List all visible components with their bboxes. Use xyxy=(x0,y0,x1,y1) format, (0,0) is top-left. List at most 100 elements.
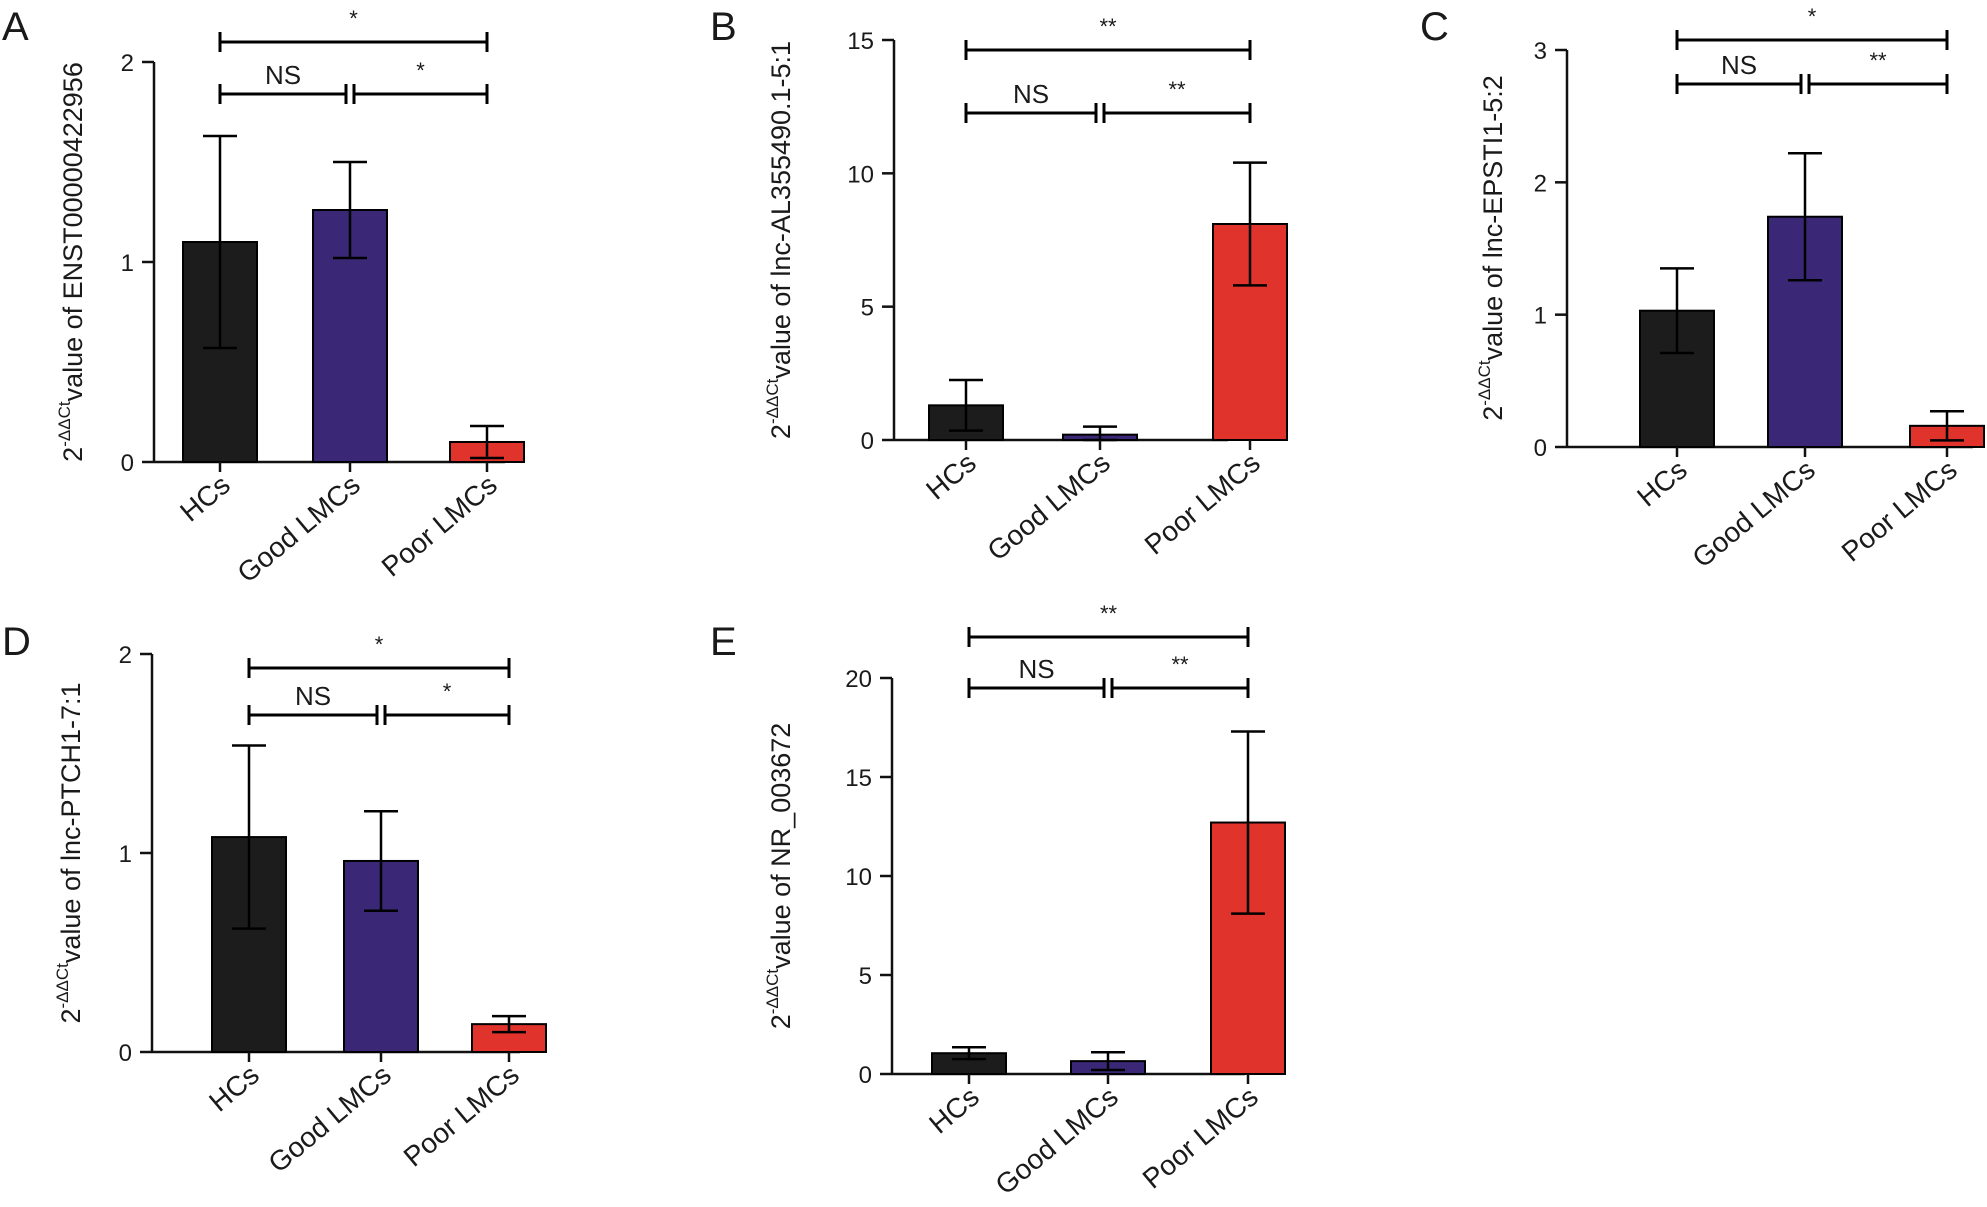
panel-c-error-bar-poor-lmcs xyxy=(1930,410,1964,442)
panel-c-y-axis-label: 2-ΔΔCtvalue of lnc-EPSTI1-5:2 xyxy=(1475,75,1508,421)
panel-a-significance-label: * xyxy=(349,6,358,31)
panel-b-y-tick-label: 0 xyxy=(861,428,874,455)
panel-b-significance-bracket: NS xyxy=(964,79,1098,123)
panel-b-y-axis-label-superscript: -ΔΔCt xyxy=(763,378,782,424)
panel-b-significance-label: ** xyxy=(1168,77,1186,102)
panel-b-letter: B xyxy=(710,5,737,49)
panel-c-significance-label: ** xyxy=(1869,48,1887,73)
panel-a-significance-label: NS xyxy=(265,60,301,90)
panel-a-category-label-good-lmcs: Good LMCs xyxy=(231,469,365,589)
panel-b-category-label-hcs: HCs xyxy=(920,447,982,506)
panel-e-y-tick-label: 5 xyxy=(859,963,872,990)
panel-c-category-label-good-lmcs: Good LMCs xyxy=(1686,454,1820,574)
panel-a-significance-bracket: NS xyxy=(218,60,348,104)
panel-a-error-bar-good-lmcs xyxy=(333,160,367,260)
panel-a-y-tick-label: 1 xyxy=(121,250,134,277)
panel-e-significance-bracket: NS xyxy=(967,654,1106,698)
panel-c-letter: C xyxy=(1420,5,1449,49)
panel-c-y-axis-label-base: 2 xyxy=(1478,406,1508,421)
panel-e-category-label-hcs: HCs xyxy=(923,1081,985,1140)
panel-d-significance-label: NS xyxy=(295,681,331,711)
panel-a-error-bar-hcs xyxy=(203,134,237,350)
panel-a-y-tick-label: 0 xyxy=(121,450,134,477)
panel-c-category-label-poor-lmcs: Poor LMCs xyxy=(1836,454,1963,568)
panel-e-error-bar-poor-lmcs xyxy=(1231,730,1265,915)
panel-e-category-label-poor-lmcs: Poor LMCs xyxy=(1137,1081,1264,1195)
panel-e-y-axis-label: 2-ΔΔCtvalue of NR_003672 xyxy=(763,723,796,1030)
panel-a-y-tick-label: 2 xyxy=(121,50,134,77)
panel-e-significance-label: NS xyxy=(1018,654,1054,684)
panel-d-error-bar-poor-lmcs xyxy=(492,1014,526,1034)
panel-a-y-axis-label-text: value of ENST00000422956 xyxy=(58,62,88,401)
panel-e-error-bar-good-lmcs xyxy=(1091,1050,1125,1072)
panel-d-category-label-hcs: HCs xyxy=(203,1059,265,1118)
panel-b-error-bar-poor-lmcs xyxy=(1233,161,1267,287)
panel-d-y-tick-label: 0 xyxy=(119,1040,132,1067)
panel-d-significance-label: * xyxy=(443,679,452,704)
panel-b-significance-label: NS xyxy=(1013,79,1049,109)
panel-d-significance-bracket: * xyxy=(247,632,511,678)
panel-a-y-axis-label-base: 2 xyxy=(58,447,88,462)
panel-d-error-bar-good-lmcs xyxy=(364,809,398,912)
panel-e-significance-label: ** xyxy=(1100,601,1118,626)
panel-b-category-label-poor-lmcs: Poor LMCs xyxy=(1139,447,1266,561)
panel-c-significance-bracket: * xyxy=(1675,4,1949,50)
panel-a-category-label-poor-lmcs: Poor LMCs xyxy=(376,469,503,583)
panel-b-y-axis-label-base: 2 xyxy=(766,424,796,439)
panel-c-y-tick-label: 1 xyxy=(1534,303,1547,330)
panel-e-category-label-good-lmcs: Good LMCs xyxy=(989,1081,1123,1201)
panel-c-y-tick-label: 3 xyxy=(1534,38,1547,65)
panel-b-significance-label: ** xyxy=(1099,14,1117,39)
panel-b-category-label-good-lmcs: Good LMCs xyxy=(981,447,1115,567)
panel-c-significance-label: NS xyxy=(1721,50,1757,80)
panel-b-y-tick-label: 5 xyxy=(861,295,874,322)
panel-e-y-axis-label-superscript: -ΔΔCt xyxy=(763,969,782,1015)
panel-b-y-axis-label-text: value of lnc-AL355490.1-5:1 xyxy=(766,41,796,379)
panel-b-y-tick-label: 15 xyxy=(847,28,874,55)
panel-c-y-tick-label: 2 xyxy=(1534,170,1547,197)
panel-d-y-tick-label: 2 xyxy=(119,642,132,669)
panel-d-error-bar-hcs xyxy=(232,744,266,930)
panel-a-significance-label: * xyxy=(416,58,425,83)
panel-b-error-bar-hcs xyxy=(949,378,983,432)
panel-a-y-axis-label-superscript: -ΔΔCt xyxy=(55,401,74,447)
panel-e-significance-label: ** xyxy=(1171,652,1189,677)
panel-e-significance-bracket: ** xyxy=(1110,652,1250,698)
panel-a-category-label-hcs: HCs xyxy=(174,469,236,528)
panel-d-category-label-poor-lmcs: Poor LMCs xyxy=(398,1059,525,1173)
panel-e-y-axis-label-text: value of NR_003672 xyxy=(766,723,796,969)
panel-c-significance-bracket: ** xyxy=(1807,48,1949,94)
panel-c-error-bar-good-lmcs xyxy=(1788,151,1822,282)
panel-d-significance-label: * xyxy=(375,632,384,657)
panel-a-significance-bracket: * xyxy=(218,6,489,52)
panel-e-y-tick-label: 20 xyxy=(845,666,872,693)
panel-e-y-tick-label: 10 xyxy=(845,864,872,891)
panel-c-y-axis-label-superscript: -ΔΔCt xyxy=(1475,360,1494,406)
panel-e-significance-bracket: ** xyxy=(967,601,1250,647)
panel-d-y-axis-label-text: value of lnc-PTCH1-7:1 xyxy=(56,682,86,963)
panel-b-y-axis-label: 2-ΔΔCtvalue of lnc-AL355490.1-5:1 xyxy=(763,41,796,439)
panel-d-significance-bracket: NS xyxy=(247,681,379,725)
panel-e-y-tick-label: 15 xyxy=(845,765,872,792)
panel-b-y-tick-label: 10 xyxy=(847,161,874,188)
panel-e-error-bar-hcs xyxy=(952,1046,986,1061)
panel-d-letter: D xyxy=(2,620,31,664)
panel-d-y-tick-label: 1 xyxy=(119,841,132,868)
panel-a-letter: A xyxy=(2,5,29,49)
panel-d-y-axis-label-base: 2 xyxy=(56,1008,86,1023)
panel-c-y-axis-label-text: value of lnc-EPSTI1-5:2 xyxy=(1478,75,1508,360)
panel-e: E 0 5 10 15 20 2-ΔΔCtvalue of NR_003672 HCs Good… xyxy=(710,601,1286,1201)
panel-c-error-bar-hcs xyxy=(1660,267,1694,355)
panel-b-significance-bracket: ** xyxy=(964,14,1252,60)
panel-b-significance-bracket: ** xyxy=(1102,77,1252,123)
panel-d-y-axis-label: 2-ΔΔCtvalue of lnc-PTCH1-7:1 xyxy=(53,682,86,1023)
panel-a-significance-bracket: * xyxy=(352,58,489,104)
panel-d-category-label-good-lmcs: Good LMCs xyxy=(262,1059,396,1179)
panel-e-letter: E xyxy=(710,620,737,664)
panel-a-error-bar-poor-lmcs xyxy=(470,424,504,460)
panel-d-y-axis-label-superscript: -ΔΔCt xyxy=(53,963,72,1009)
